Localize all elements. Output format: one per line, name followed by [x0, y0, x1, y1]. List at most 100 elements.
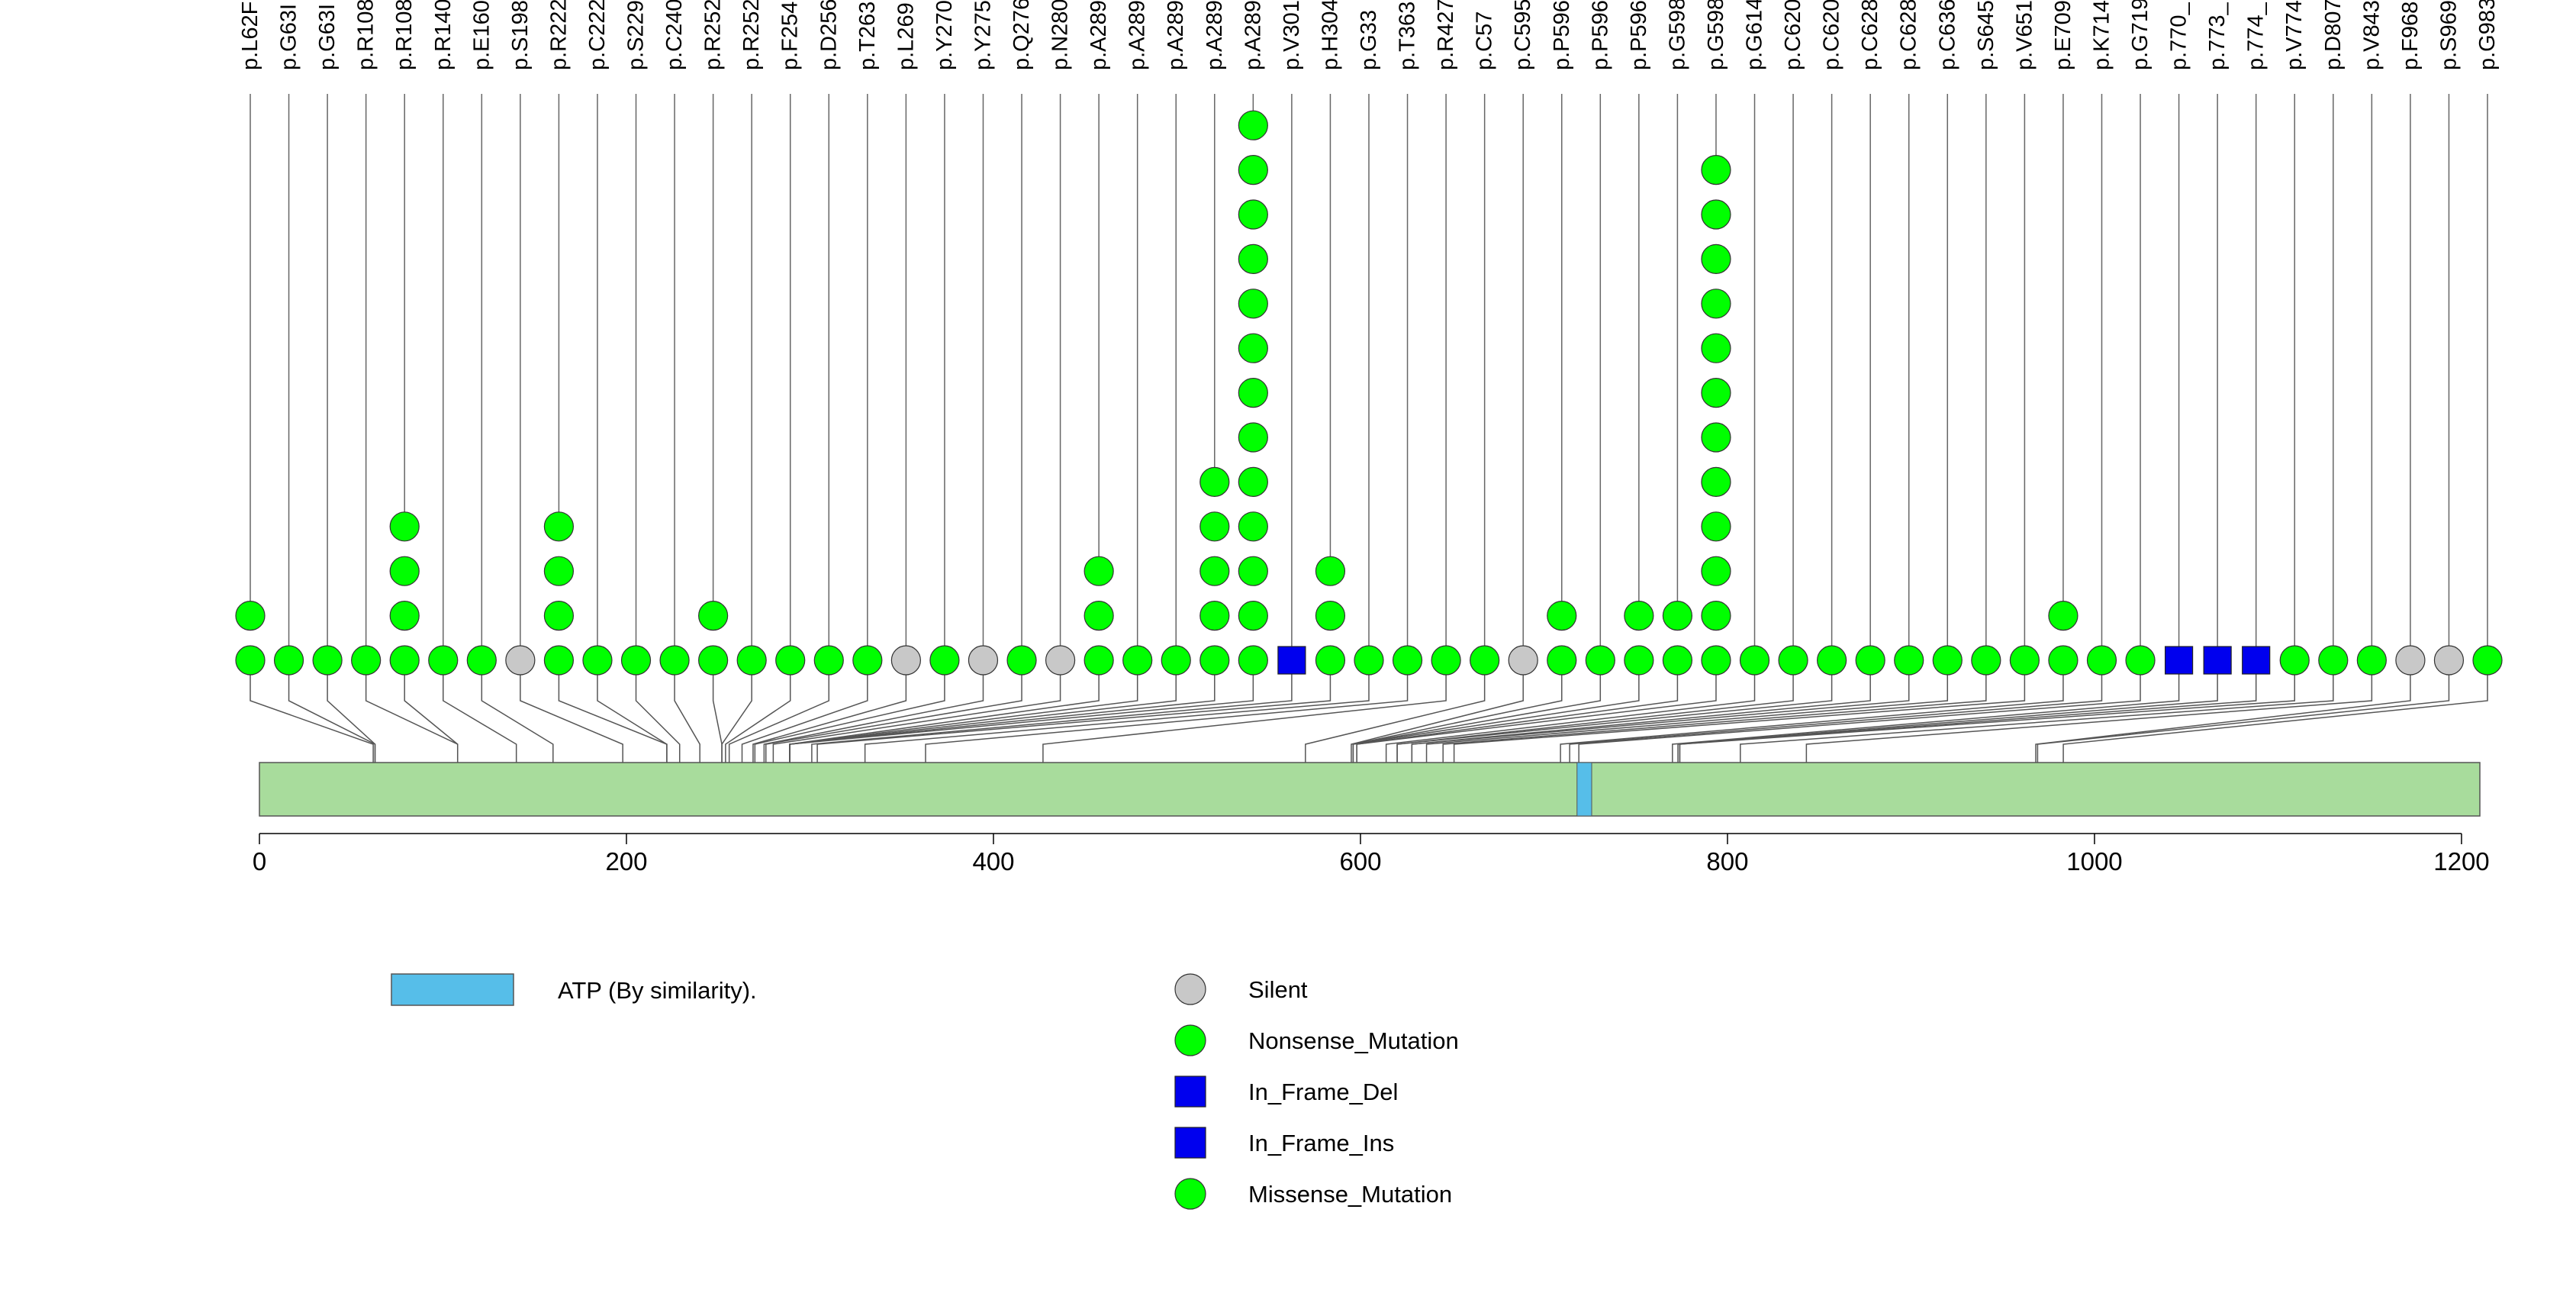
marker-8-0	[543, 645, 575, 676]
mutation-label-25: p.A289	[1203, 0, 1227, 70]
marker-26-11	[1238, 155, 1268, 185]
marker-3-0	[351, 645, 382, 676]
mutation-label-33: p.C595	[1511, 0, 1535, 70]
marker-41-0	[1817, 645, 1847, 676]
mutation-label-40: p.C620	[1781, 0, 1805, 70]
marker-38-4	[1701, 466, 1731, 498]
protein-track	[259, 762, 2481, 817]
x-axis: 0 200 400 600 800 1000 1200	[253, 833, 2490, 876]
mutation-label-46: p.V651	[2012, 0, 2037, 70]
mutation-label-41: p.C620	[1820, 0, 1844, 70]
mutation-label-42: p.C628	[1858, 0, 1882, 70]
marker-25-4	[1199, 466, 1230, 498]
mutation-label-22: p.A289	[1087, 0, 1111, 70]
marker-26-3	[1238, 511, 1268, 542]
mutation-label-53: p.V774	[2282, 0, 2307, 70]
marker-0-1	[235, 600, 266, 631]
mutation-label-39: p.G614	[1743, 0, 1767, 70]
mutation-label-51: p.773_	[2205, 2, 2230, 70]
mutation-label-50: p.770_	[2167, 2, 2191, 70]
marker-36-0	[1624, 645, 1654, 676]
mutation-label-55: p.V843	[2359, 0, 2384, 70]
marker-49-0	[2125, 645, 2156, 676]
marker-13-0	[736, 645, 767, 676]
marker-17-0	[890, 645, 921, 676]
x-tick-label-0: 0	[253, 847, 266, 876]
marker-26-5	[1238, 422, 1268, 453]
legend-swatch-0	[1174, 973, 1206, 1005]
x-tick-label-4: 800	[1706, 847, 1748, 876]
marker-14-0	[775, 645, 806, 676]
mutation-label-57: p.S969	[2436, 0, 2461, 70]
marker-11-0	[659, 645, 690, 676]
marker-38-2	[1701, 556, 1731, 586]
mutation-label-4: p.R108	[392, 0, 417, 70]
marker-6-0	[466, 645, 497, 676]
mutation-label-38: p.G598	[1704, 0, 1728, 70]
mutation-label-7: p.S198	[508, 0, 533, 70]
marker-38-3	[1701, 511, 1731, 542]
mutation-label-15: p.D256	[816, 0, 841, 70]
marker-33-0	[1508, 645, 1538, 676]
marker-0-0	[235, 645, 266, 676]
marker-23-0	[1122, 645, 1153, 676]
x-tick-label-1: 200	[605, 847, 647, 876]
mutation-label-36: p.P596	[1627, 0, 1651, 70]
marker-9-0	[582, 645, 613, 676]
legend-swatch-3	[1174, 1127, 1206, 1159]
mutation-label-54: p.D807	[2321, 0, 2346, 70]
mutation-label-28: p.H304	[1318, 0, 1342, 70]
mutation-label-29: p.G33	[1357, 10, 1381, 70]
marker-38-9	[1701, 243, 1731, 274]
mutation-label-56: p.F968	[2398, 2, 2423, 70]
marker-25-3	[1199, 511, 1230, 542]
marker-56-0	[2395, 645, 2426, 676]
marker-53-0	[2279, 645, 2310, 676]
mutation-label-2: p.G63I	[315, 4, 340, 70]
mutation-label-48: p.K714	[2089, 0, 2114, 70]
mutation-label-23: p.A289	[1125, 0, 1150, 70]
mutation-label-1: p.G63I	[277, 4, 301, 70]
marker-50-0	[2164, 646, 2194, 675]
marker-43-0	[1894, 645, 1924, 676]
marker-38-11	[1701, 155, 1731, 185]
legend-swatch-4	[1174, 1178, 1206, 1210]
marker-34-1	[1547, 600, 1577, 631]
mutation-label-5: p.R140	[431, 0, 456, 70]
mutation-label-13: p.R252	[739, 0, 764, 70]
marker-4-2	[389, 556, 420, 586]
marker-5-0	[428, 645, 459, 676]
mutation-label-17: p.L269	[894, 2, 918, 70]
mutation-labels: p.L62F p.G63I p.G63I p.R108 p.R108 p.R140 p.E1…	[238, 0, 2500, 70]
mutation-label-10: p.S229	[624, 0, 649, 70]
marker-52-0	[2242, 646, 2271, 675]
mutation-label-34: p.P596	[1550, 0, 1574, 70]
mutation-label-12: p.R252	[701, 0, 726, 70]
mutation-label-37: p.G598	[1665, 0, 1689, 70]
mutation-label-26: p.A289	[1241, 0, 1265, 70]
mutation-label-24: p.A289	[1164, 0, 1188, 70]
marker-26-0	[1238, 645, 1268, 676]
legend-label-3: In_Frame_Ins	[1248, 1130, 1394, 1156]
marker-25-0	[1199, 645, 1230, 676]
x-tick-label-2: 400	[972, 847, 1014, 876]
marker-12-0	[698, 645, 729, 676]
marker-35-0	[1585, 645, 1615, 676]
mutation-label-14: p.F254	[778, 2, 803, 70]
marker-12-1	[698, 600, 729, 631]
legend-domain-swatch-0	[391, 973, 514, 1006]
mutation-label-43: p.C628	[1897, 0, 1921, 70]
marker-55-0	[2356, 645, 2387, 676]
marker-26-10	[1238, 199, 1268, 230]
mutation-label-18: p.Y270	[932, 0, 957, 70]
marker-21-0	[1045, 645, 1076, 676]
marker-19-0	[968, 645, 999, 676]
legend-swatch-1	[1174, 1024, 1206, 1056]
marker-1-0	[273, 645, 304, 676]
mutation-label-58: p.G983	[2475, 0, 2500, 70]
marker-26-7	[1238, 333, 1268, 363]
marker-22-2	[1084, 556, 1114, 586]
marker-57-0	[2433, 645, 2465, 676]
marker-47-0	[2048, 645, 2079, 676]
